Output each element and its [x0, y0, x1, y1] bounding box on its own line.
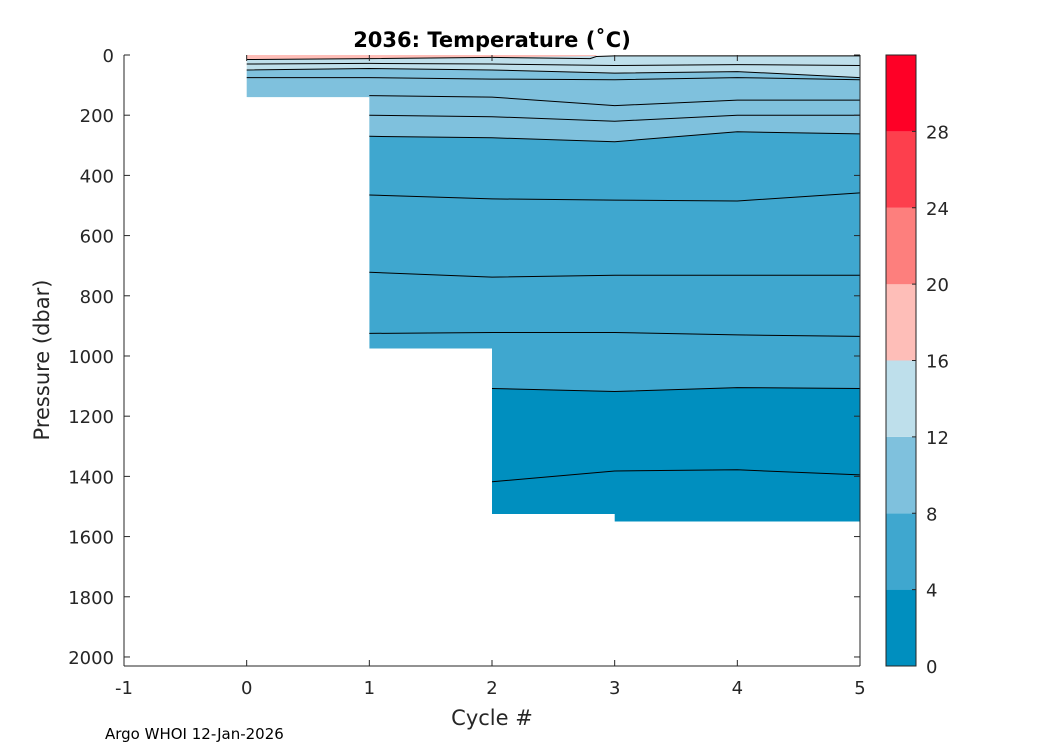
- y-axis-label: Pressure (dbar): [30, 280, 54, 441]
- y-tick-label: 1000: [68, 347, 114, 368]
- temperature-band-0-4: [492, 387, 860, 522]
- y-axis-ticks: 0 200 400 600 800 1000 1200 1400 1600 1800 2000: [68, 46, 860, 669]
- x-tick-label: 1: [364, 678, 375, 699]
- isotherm-10: [369, 95, 860, 107]
- colorbar-tick-label: 0: [926, 657, 937, 678]
- x-axis-ticks: -1 0 1 2 3 4 5: [115, 55, 866, 699]
- y-tick-label: 1600: [68, 528, 114, 549]
- x-tick-label: -1: [115, 678, 133, 699]
- colorbar-segment-0: [886, 589, 916, 666]
- no-data-mask: [246, 97, 860, 667]
- isotherm-11: [246, 77, 861, 81]
- x-tick-label: 4: [732, 678, 743, 699]
- colorbar-tick-label: 24: [926, 199, 949, 220]
- x-tick-label: 0: [241, 678, 252, 699]
- y-tick-label: 2000: [68, 648, 114, 669]
- colorbar-segment-8: [886, 436, 916, 514]
- colorbar-segment-20: [886, 207, 916, 285]
- isotherm-9: [369, 114, 860, 122]
- colorbar-segment-28: [886, 55, 916, 132]
- y-tick-label: 400: [80, 166, 114, 187]
- x-axis-label: Cycle #: [451, 706, 533, 730]
- colorbar: 0 4 8 12 16 20 24 28: [885, 54, 949, 678]
- isotherm-8: [369, 131, 861, 143]
- x-tick-label: 2: [486, 678, 497, 699]
- y-tick-label: 0: [103, 46, 114, 67]
- temperature-band-4-8: [369, 131, 860, 392]
- temperature-bands: [246, 55, 860, 667]
- chart-title: 2036: Temperature (˚C): [353, 28, 631, 52]
- isotherm-14: [246, 62, 861, 67]
- y-tick-label: 200: [80, 106, 114, 127]
- colorbar-segment-4: [886, 513, 916, 590]
- x-tick-label: 5: [854, 678, 865, 699]
- isotherm-12: [246, 67, 861, 79]
- isotherm-6: [369, 271, 860, 278]
- colorbar-segment-24: [886, 131, 916, 208]
- isotherm-4: [491, 387, 861, 393]
- y-tick-label: 1400: [68, 467, 114, 488]
- isotherm-16: [246, 55, 860, 60]
- isotherm-5: [369, 332, 861, 337]
- y-tick-label: 1800: [68, 588, 114, 609]
- colorbar-tick-label: 20: [926, 275, 949, 296]
- colorbar-tick-label: 12: [926, 428, 949, 449]
- y-tick-label: 800: [80, 287, 114, 308]
- colorbar-tick-label: 28: [926, 122, 949, 143]
- colorbar-segment-12: [886, 360, 916, 437]
- isotherm-3_5: [491, 469, 861, 483]
- y-tick-label: 1200: [68, 407, 114, 428]
- colorbar-tick-label: 4: [926, 581, 937, 602]
- isotherm-lines: [246, 55, 861, 483]
- temperature-band-12-16: [246, 55, 860, 78]
- colorbar-tick-label: 16: [926, 352, 949, 373]
- colorbar-tick-label: 8: [926, 504, 937, 525]
- colorbar-segment-16: [886, 284, 916, 361]
- x-tick-label: 3: [609, 678, 620, 699]
- footer-credit: Argo WHOI 12-Jan-2026: [105, 725, 284, 743]
- isotherm-7: [369, 192, 861, 202]
- y-tick-label: 600: [80, 227, 114, 248]
- temperature-band-8-12: [246, 68, 860, 142]
